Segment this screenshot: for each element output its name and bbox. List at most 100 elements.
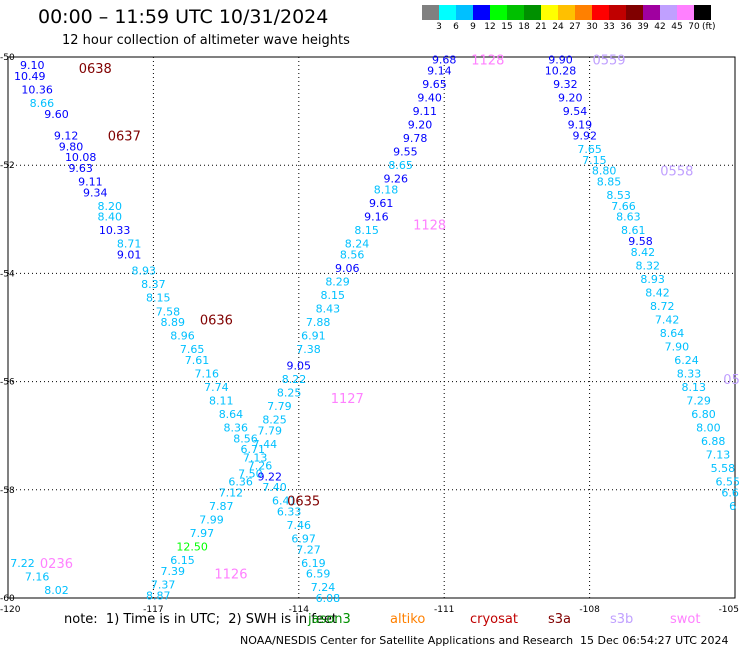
- satellite-legend-swot: swot: [670, 612, 701, 627]
- wave-height-value: 7.79: [257, 424, 282, 437]
- wave-height-value: 9.92: [573, 129, 598, 142]
- wave-height-value: 6.24: [674, 354, 699, 367]
- wave-height-value: 7.61: [185, 354, 210, 367]
- wave-height-value: 8.85: [597, 175, 622, 188]
- wave-height-value: 8.63: [616, 211, 641, 224]
- wave-height-value: 8.18: [374, 184, 399, 197]
- color-scale-label: 45: [671, 22, 683, 32]
- wave-height-value: 7.12: [219, 487, 244, 500]
- pass-time-label: 0635: [287, 495, 320, 510]
- wave-height-value: 6.08: [316, 592, 341, 605]
- wave-height-value: 9.68: [432, 54, 457, 67]
- chart-title: 00:00 – 11:59 UTC 10/31/2024: [38, 6, 329, 28]
- wave-height-value: 7.46: [287, 519, 312, 532]
- wave-height-value: 7.58: [156, 305, 181, 318]
- wave-height-value: 9.60: [44, 108, 69, 121]
- wave-height-value: 9.01: [117, 248, 142, 261]
- color-scale-swatch: [490, 5, 507, 20]
- wave-height-value: 7.22: [10, 557, 35, 570]
- wave-height-value: 8.20: [98, 200, 123, 213]
- wave-height-value: 8.80: [592, 165, 617, 178]
- satellite-legend-jason3: jason3: [308, 612, 351, 627]
- wave-height-value: 8.64: [660, 327, 685, 340]
- wave-height-value: 7.15: [582, 154, 607, 167]
- pass-time-label: 0558: [660, 165, 693, 180]
- wave-height-value: 8.96: [170, 330, 195, 343]
- wave-height-value: 8.56: [340, 248, 365, 261]
- pass-time-label: 0557: [723, 373, 740, 388]
- wave-height-value: 6.41: [272, 495, 297, 508]
- wave-height-value: 9.05: [287, 359, 312, 372]
- color-scale-unit: (ft): [702, 22, 716, 32]
- wave-height-value: 6.97: [291, 532, 316, 545]
- pass-time-label: 1128: [471, 54, 504, 69]
- wave-height-value: 9.78: [403, 132, 428, 145]
- wave-height-value: 9.19: [568, 119, 593, 132]
- wave-height-value: 9.11: [78, 175, 103, 188]
- wave-height-value: 8.61: [621, 224, 646, 237]
- color-scale-swatch: [541, 5, 558, 20]
- wave-height-value: 8.11: [209, 395, 234, 408]
- color-scale-swatch: [677, 5, 694, 20]
- color-scale-swatch: [473, 5, 490, 20]
- wave-height-value: 6.71: [241, 443, 266, 456]
- y-tick-label: -56: [0, 378, 15, 388]
- wave-height-value: 8.93: [131, 265, 156, 278]
- color-scale-swatch: [660, 5, 677, 20]
- wave-height-value: 8.02: [44, 584, 69, 597]
- wave-height-value: 8.15: [146, 292, 171, 305]
- wave-height-value: 9.32: [553, 78, 578, 91]
- wave-height-value: 8.33: [677, 367, 702, 380]
- color-scale-swatch: [592, 5, 609, 20]
- color-scale-label: 9: [470, 22, 476, 32]
- pass-time-label: 1126: [214, 568, 247, 583]
- satellite-legend-s3a: s3a: [548, 612, 572, 627]
- wave-height-value: 10.08: [65, 151, 97, 164]
- y-tick-label: -50: [0, 53, 15, 63]
- wave-height-value: 9.54: [563, 105, 588, 118]
- wave-height-value: 9.90: [548, 54, 573, 67]
- pass-time-label: 0636: [200, 313, 233, 328]
- wave-height-value: 6.91: [301, 330, 326, 343]
- wave-height-value: 8.93: [640, 273, 665, 286]
- wave-height-value: 10.33: [99, 224, 131, 237]
- wave-height-value: 8.71: [117, 238, 142, 251]
- wave-height-value: 8.36: [224, 422, 249, 435]
- wave-height-value: 8.42: [645, 286, 670, 299]
- wave-height-value: 6: [729, 500, 736, 513]
- wave-height-value: 7.87: [209, 500, 234, 513]
- wave-height-value: 6.88: [701, 435, 726, 448]
- pass-time-label: 0637: [108, 129, 141, 144]
- wave-height-value: 7.79: [267, 400, 292, 413]
- pass-time-label: 0638: [79, 62, 112, 77]
- footer-note: note: 1) Time is in UTC; 2) SWH is in fe…: [64, 612, 337, 627]
- wave-height-value: 8.00: [696, 422, 721, 435]
- satellite-legend-cryosat: cryosat: [470, 612, 518, 627]
- wave-height-value: 7.29: [686, 395, 711, 408]
- wave-height-value: 10.36: [21, 83, 53, 96]
- wave-height-value: 7.16: [194, 367, 219, 380]
- wave-height-value: 6.36: [228, 476, 253, 489]
- wave-height-value: 9.26: [383, 173, 408, 186]
- wave-height-value: 7.42: [655, 313, 680, 326]
- wave-height-value: 8.72: [650, 300, 675, 313]
- wave-height-value: 8.15: [320, 289, 345, 302]
- y-tick-label: -52: [0, 161, 15, 171]
- wave-height-value: 9.16: [364, 211, 389, 224]
- wave-height-value: 7.13: [706, 449, 731, 462]
- wave-height-value: 7.65: [180, 343, 205, 356]
- color-scale-swatch: [609, 5, 626, 20]
- wave-height-value: 6.59: [306, 568, 331, 581]
- wave-height-value: 6.19: [301, 557, 326, 570]
- wave-height-value: 10.28: [545, 65, 577, 78]
- wave-height-value: 8.65: [388, 159, 413, 172]
- plot-frame: [7, 56, 736, 599]
- wave-height-value: 7.90: [665, 340, 690, 353]
- color-scale-label: 70: [688, 22, 700, 32]
- wave-height-value: 7.13: [243, 451, 268, 464]
- color-scale-label: 24: [552, 22, 564, 32]
- wave-height-value: 9.20: [558, 92, 583, 105]
- color-scale-label: 3: [436, 22, 442, 32]
- wave-height-value: 6.80: [691, 408, 716, 421]
